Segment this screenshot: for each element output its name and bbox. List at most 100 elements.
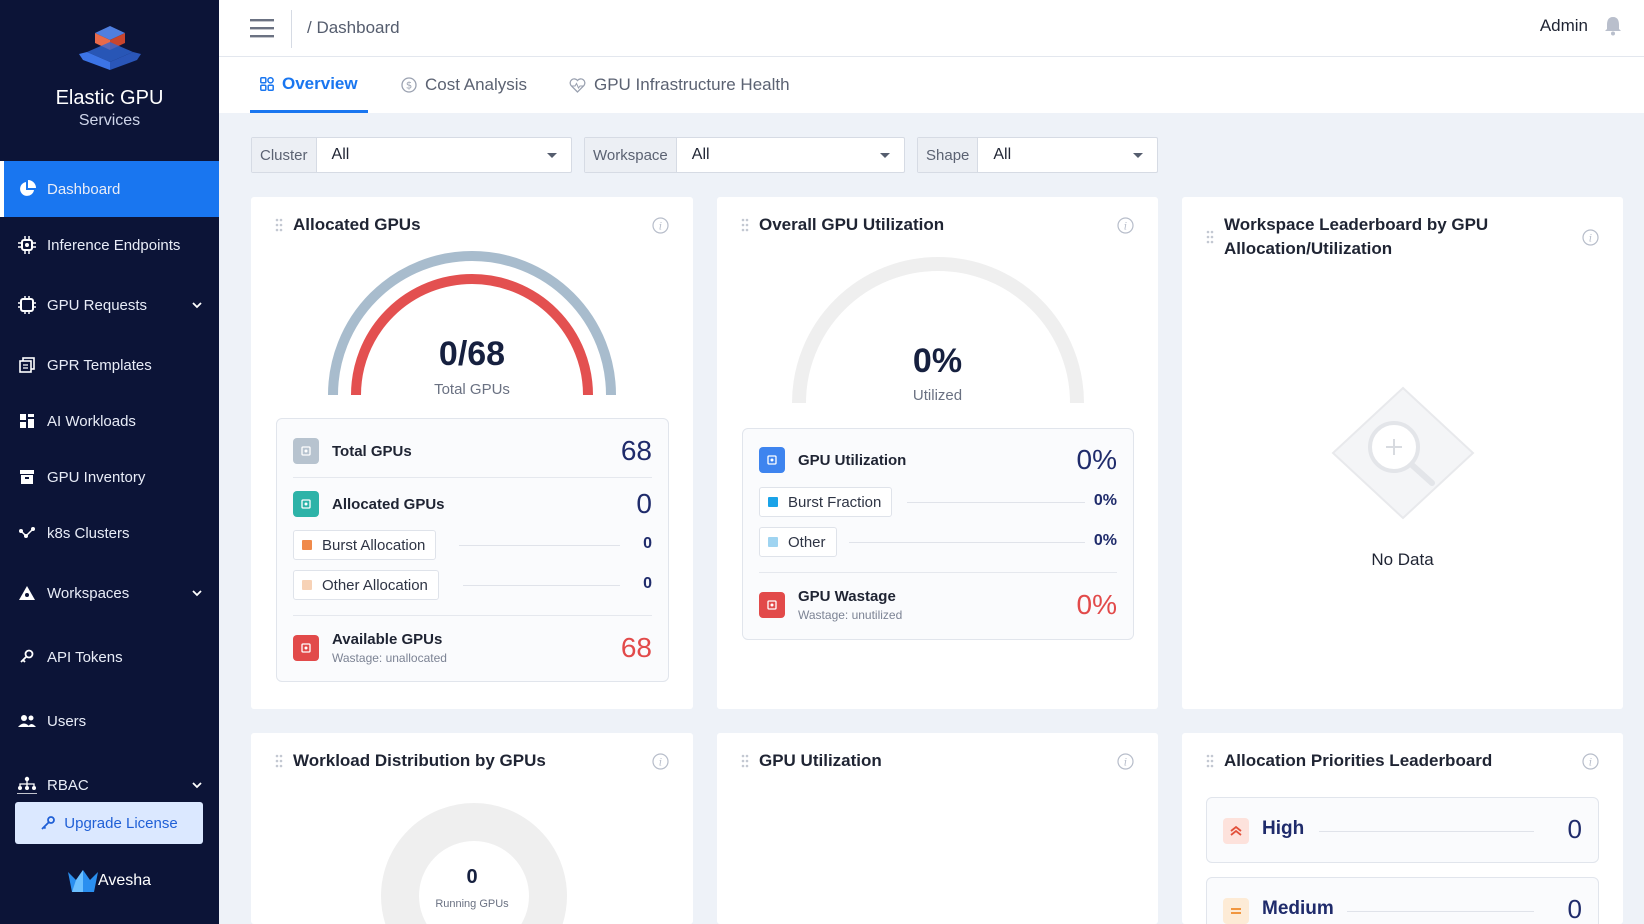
brand-subtitle: Services [78,112,141,129]
stat-value: 0 [636,488,652,519]
drag-handle-icon[interactable] [741,218,749,232]
gpu-wastage-row: GPU Wastage Wastage: unutilized 0% [759,586,1117,624]
info-icon[interactable]: i [1117,753,1134,770]
info-icon[interactable]: i [1117,217,1134,234]
sidebar-item-k8s-clusters[interactable]: k8s Clusters [0,505,219,561]
tab-gpu-infrastructure-health[interactable]: GPU Infrastructure Health [569,57,790,113]
legend-swatch [768,497,778,507]
chip-icon [16,294,38,316]
sidebar-item-label: Users [47,712,87,730]
priority-value: 0 [1567,894,1582,924]
chip-value: 0% [1093,532,1117,549]
chip-value: 0 [643,535,652,552]
gauge-outer-arc [328,251,616,396]
cluster-filter[interactable]: Cluster All [251,137,572,173]
tab-label: GPU Infrastructure Health [594,75,790,94]
priority-row-high: High 0 [1206,797,1599,863]
chevron-down-icon[interactable] [191,779,203,791]
avesha-crown-icon [67,870,98,892]
donut-center-value: 0 [466,866,478,888]
leader-line [459,545,620,546]
card-title-line: Workspace Leaderboard by GPU [1224,215,1489,234]
card-title: GPU Utilization [759,751,882,770]
filter-value: All [691,146,710,163]
stat-value: 0% [1076,589,1117,620]
drag-handle-icon[interactable] [275,218,283,232]
user-menu[interactable]: Admin [1539,16,1588,35]
sidebar-item-label: Workspaces [47,584,130,602]
sidebar-item-gpr-templates[interactable]: GPR Templates [0,337,219,393]
info-icon[interactable]: i [1582,753,1599,770]
topbar-divider [291,10,292,48]
equals-icon [1223,898,1249,924]
shape-select[interactable]: All [978,138,1157,172]
info-icon[interactable]: i [652,217,669,234]
utilization-stats-panel: GPU Utilization 0% Burst Fraction 0% Oth… [742,428,1134,640]
no-data-text: No Data [1371,550,1434,569]
workspace-select[interactable]: All [677,138,904,172]
burst-fraction-chip: Burst Fraction [759,487,893,517]
chip-label: Burst Fraction [788,493,882,511]
gpu-chip-icon [759,447,785,473]
drag-handle-icon[interactable] [275,754,283,768]
leader-line [1347,911,1534,912]
workspace-filter[interactable]: Workspace All [584,137,905,173]
sidebar-item-dashboard[interactable]: Dashboard [0,161,219,217]
cluster-select[interactable]: All [317,138,571,172]
sidebar-item-gpu-requests[interactable]: GPU Requests [0,277,219,333]
donut-center-caption: Running GPUs [435,898,509,910]
svg-text:i: i [1589,234,1592,245]
other-allocation-chip: Other Allocation [293,570,439,600]
svg-text:i: i [1124,758,1127,769]
hamburger-menu-icon[interactable] [250,17,274,39]
legend-swatch [768,537,778,547]
sidebar-item-rbac[interactable]: RBAC [0,757,219,813]
allocated-gauge [328,251,616,396]
caret-down-icon [1133,153,1143,158]
utilization-gauge [792,257,1084,404]
leader-line [849,542,1085,543]
sidebar-item-inference-endpoints[interactable]: Inference Endpoints [0,217,219,273]
archive-icon [16,466,38,488]
workspace-icon [16,582,38,604]
filter-label: Workspace [585,138,677,172]
sidebar-item-users[interactable]: Users [0,693,219,749]
chip-value: 0% [1093,492,1117,509]
workload-distribution-card: Workload Distribution by GPUs i 0 Runnin… [251,733,693,924]
breadcrumb: / Dashboard [307,18,400,37]
sidebar-item-gpu-inventory[interactable]: GPU Inventory [0,449,219,505]
avesha-wordmark: Avesha [97,872,152,889]
rbac-icon [16,774,38,796]
divider [293,477,652,478]
stat-value: 68 [620,435,652,466]
double-chevron-up-icon [1223,818,1249,844]
burst-allocation-chip: Burst Allocation [293,530,437,560]
drag-handle-icon[interactable] [1206,230,1214,244]
sidebar-item-label: RBAC [47,776,89,794]
priority-value: 0 [1567,814,1582,844]
leader-line [907,502,1085,503]
shape-filter[interactable]: Shape All [917,137,1158,173]
tab-cost-analysis[interactable]: $ Cost Analysis [401,57,527,113]
gauge-caption: Total GPUs [434,381,510,398]
info-icon[interactable]: i [1582,229,1599,246]
key-icon [16,646,38,668]
stat-value: 0% [1076,444,1117,475]
caret-down-icon [547,153,557,158]
tab-overview[interactable]: Overview [250,57,368,113]
bell-icon[interactable] [1604,16,1622,36]
sidebar-item-api-tokens[interactable]: API Tokens [0,629,219,685]
sidebar-item-workspaces[interactable]: Workspaces [0,565,219,621]
caret-down-icon [880,153,890,158]
upgrade-license-button[interactable]: Upgrade License [15,802,203,844]
sidebar-item-ai-workloads[interactable]: AI Workloads [0,393,219,449]
drag-handle-icon[interactable] [1206,754,1214,768]
stat-label: GPU Wastage [798,588,896,605]
chevron-down-icon[interactable] [191,587,203,599]
info-icon[interactable]: i [652,753,669,770]
tab-label: Cost Analysis [425,75,528,94]
svg-text:$: $ [406,81,412,92]
drag-handle-icon[interactable] [741,754,749,768]
chevron-down-icon[interactable] [191,299,203,311]
empty-search-icon [1331,386,1475,520]
